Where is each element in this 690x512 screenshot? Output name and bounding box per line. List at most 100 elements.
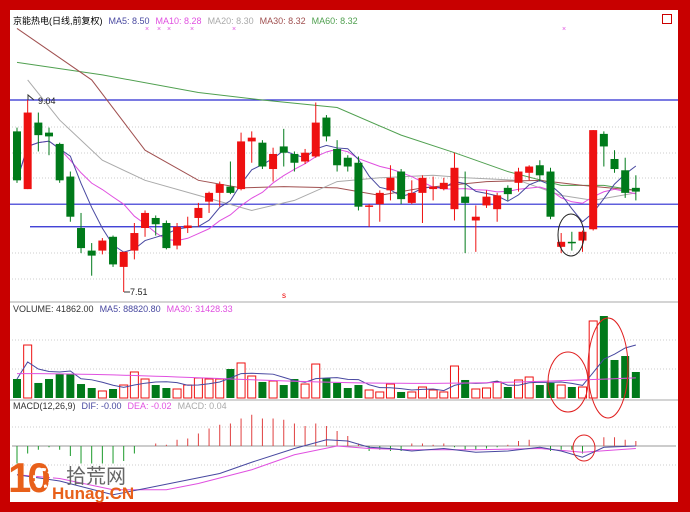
candle-down xyxy=(333,148,342,166)
candle-down xyxy=(279,146,288,153)
candle-up xyxy=(525,166,534,173)
candle-down xyxy=(45,132,54,137)
macd-value: MACD: 0.04 xyxy=(177,401,227,411)
dea-value: DEA: -0.02 xyxy=(127,401,172,411)
volume-header: VOLUME: 41862.00 MA5: 88820.80 MA30: 31428… xyxy=(13,304,239,314)
volume-bar xyxy=(162,388,171,398)
volume-bar xyxy=(97,390,107,399)
candle-up xyxy=(482,196,491,206)
ma-cross-marker: × xyxy=(167,26,171,33)
candle-down xyxy=(162,222,171,249)
volume-bar xyxy=(66,374,75,398)
candle-down xyxy=(55,143,64,181)
candle-down xyxy=(66,176,75,217)
candle-down xyxy=(546,171,555,217)
candle-up xyxy=(375,192,384,205)
candle-up xyxy=(183,225,192,229)
volume-bar xyxy=(535,385,544,398)
volume-bar xyxy=(492,381,502,399)
volume-bar xyxy=(183,384,193,399)
volume-bar xyxy=(13,378,21,398)
volume-bar xyxy=(279,385,288,398)
ma-cross-marker: × xyxy=(562,26,566,33)
candle-up xyxy=(301,152,310,162)
volume-bar xyxy=(45,378,54,398)
candle-up xyxy=(471,216,480,221)
dif-line xyxy=(16,439,636,496)
volume-bar xyxy=(311,363,321,399)
volume-bar xyxy=(449,365,459,399)
candle-up xyxy=(194,207,203,218)
macd-header: MACD(12,26,9) DIF: -0.00 DEA: -0.02 MACD: 0… xyxy=(13,401,233,411)
volume-bar xyxy=(354,385,363,398)
volume-bar xyxy=(300,383,310,399)
ma60-line xyxy=(16,61,636,191)
candle-down xyxy=(503,187,512,195)
volume-bar xyxy=(236,362,246,399)
volume-bar xyxy=(34,382,43,398)
candle-up xyxy=(365,205,374,207)
candle-up xyxy=(205,192,214,202)
candle-up xyxy=(407,192,416,203)
volume-bar xyxy=(546,382,555,398)
volume-bar xyxy=(567,387,576,398)
volume-bar xyxy=(140,378,150,399)
maximize-icon[interactable] xyxy=(662,14,672,24)
volume-bar xyxy=(55,374,64,398)
volume-bar xyxy=(417,386,427,399)
candle-down xyxy=(109,236,118,265)
candle-down xyxy=(343,157,352,167)
volume-bar xyxy=(172,388,182,399)
volume-bar xyxy=(385,383,395,399)
volume-bar xyxy=(87,388,96,398)
high-arrow xyxy=(27,93,35,101)
candle-up xyxy=(429,186,438,190)
ma20-value: MA20: 8.30 xyxy=(207,16,254,26)
candle-up xyxy=(557,241,566,247)
candle-up xyxy=(130,233,139,251)
highlight-ellipse xyxy=(572,434,596,462)
candle-up xyxy=(215,184,224,193)
candle-up xyxy=(119,251,128,267)
ma10-line xyxy=(16,140,636,242)
volume-bar xyxy=(428,389,438,399)
candle-down xyxy=(461,196,470,203)
candle-up xyxy=(237,141,246,190)
candle-down xyxy=(322,117,331,137)
volume-bar xyxy=(375,391,385,399)
candle-down xyxy=(535,165,544,176)
volume-bar xyxy=(621,356,630,398)
low-price-label: 7.51 xyxy=(130,287,148,297)
volume-bar xyxy=(481,387,491,399)
candle-up xyxy=(450,167,459,210)
candle-down xyxy=(34,122,43,136)
ma5-value: MA5: 8.50 xyxy=(108,16,150,26)
volume-bar xyxy=(204,378,214,399)
candle-down xyxy=(77,228,86,249)
candle-down xyxy=(258,142,267,167)
candle-up xyxy=(514,171,523,183)
highlight-ellipse xyxy=(547,351,589,413)
volume-bar xyxy=(397,391,406,398)
watermark-logo: 10 拾荒网 Hunag.CN xyxy=(8,454,148,508)
stock-title: 京能热电(日线,前复权) xyxy=(13,16,103,26)
volume-bar xyxy=(77,384,86,398)
volume-bar xyxy=(258,381,267,398)
volume-bar xyxy=(247,375,257,399)
ma-cross-marker: × xyxy=(232,26,236,33)
ma-cross-marker: × xyxy=(157,26,161,33)
volume-bar xyxy=(364,389,374,399)
candle-up xyxy=(386,177,395,191)
volume-bar xyxy=(333,382,342,398)
candle-down xyxy=(397,171,406,200)
volume-ma5: MA5: 88820.80 xyxy=(99,304,161,314)
ma30-value: MA30: 8.32 xyxy=(259,16,306,26)
volume-ma5-line xyxy=(16,344,636,392)
ma5-line xyxy=(16,140,637,253)
candle-down xyxy=(354,162,363,207)
candle-down xyxy=(567,241,576,244)
volume-bar xyxy=(524,376,534,399)
candle-down xyxy=(621,170,630,193)
ma-cross-marker: × xyxy=(190,26,194,33)
